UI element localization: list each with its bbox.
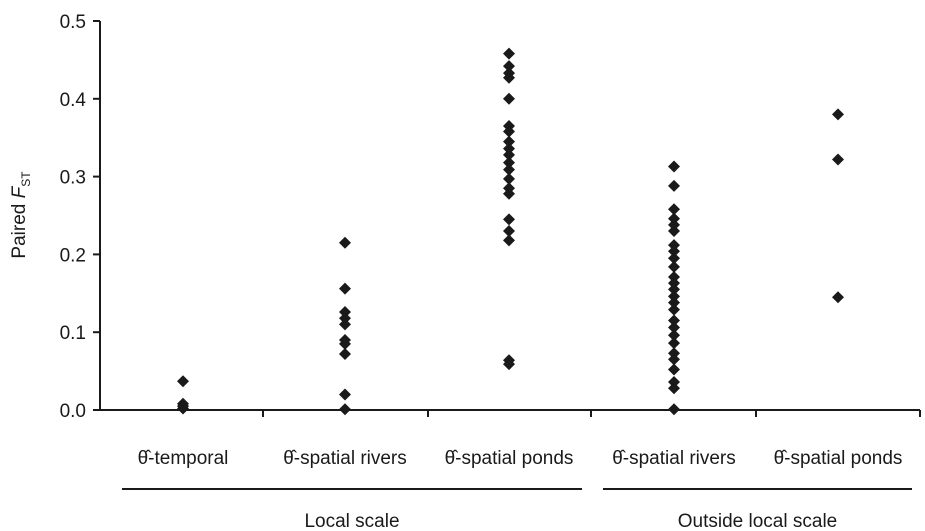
data-point-cat3-15 — [668, 303, 680, 316]
data-point-cat3-0 — [668, 160, 680, 173]
y-tick-label-1: 0.1 — [60, 323, 86, 344]
data-point-cat3-4 — [668, 218, 680, 231]
data-point-cat3-8 — [668, 252, 680, 265]
data-point-cat3-13 — [668, 290, 680, 303]
y-axis-label-subscript: ST — [19, 171, 33, 187]
data-point-cat3-20 — [668, 347, 680, 360]
data-point-cat1-7 — [339, 347, 351, 360]
x-category-label-1: θ̂-spatial rivers — [283, 448, 407, 469]
y-tick-label-5: 0.5 — [60, 12, 86, 33]
y-tick-label-0: 0.0 — [60, 401, 86, 422]
data-point-cat3-6 — [668, 239, 680, 252]
data-point-cat1-0 — [339, 236, 351, 249]
data-point-cat2-17 — [503, 234, 515, 247]
data-point-cat4-1 — [832, 153, 844, 166]
data-point-cat2-7 — [503, 135, 515, 148]
data-point-cat4-0 — [832, 108, 844, 121]
data-point-cat3-23 — [668, 375, 680, 388]
data-point-cat1-6 — [339, 337, 351, 350]
x-category-label-3: θ̂-spatial rivers — [612, 448, 736, 469]
data-point-cat3-22 — [668, 363, 680, 376]
data-point-cat0-3 — [177, 402, 189, 415]
data-point-cat2-6 — [503, 125, 515, 138]
data-point-cat3-14 — [668, 296, 680, 309]
y-axis-label-symbol: F — [9, 185, 30, 198]
data-point-cat3-5 — [668, 225, 680, 238]
group-brackets: Local scale Outside local scale — [122, 488, 912, 531]
data-point-cat2-10 — [503, 156, 515, 169]
x-category-label-0: θ̂-temporal — [138, 448, 229, 469]
group-label-1: Outside local scale — [678, 511, 837, 531]
data-point-cat2-8 — [503, 142, 515, 155]
data-point-cat2-3 — [503, 71, 515, 84]
y-axis-label: Paired FST — [9, 171, 33, 259]
y-tick-label-4: 0.4 — [60, 90, 87, 111]
axes — [99, 21, 921, 417]
data-point-cat1-3 — [339, 312, 351, 325]
data-point-cat2-4 — [503, 92, 515, 105]
data-point-cat0-0 — [177, 375, 189, 388]
data-point-cat2-14 — [503, 187, 515, 200]
data-point-cat2-11 — [503, 163, 515, 176]
data-point-cat1-2 — [339, 305, 351, 318]
data-point-cat2-16 — [503, 225, 515, 238]
data-point-cat2-9 — [503, 148, 515, 161]
x-category-label-4: θ̂-spatial ponds — [774, 448, 903, 469]
data-point-cat1-4 — [339, 318, 351, 331]
data-point-cat3-12 — [668, 283, 680, 296]
data-point-cat3-19 — [668, 337, 680, 350]
data-point-cat2-1 — [503, 60, 515, 73]
data-point-cat3-17 — [668, 321, 680, 334]
data-point-cat3-25 — [668, 403, 680, 416]
data-point-cat3-7 — [668, 245, 680, 258]
data-point-cat3-16 — [668, 314, 680, 327]
x-category-label-2: θ̂-spatial ponds — [445, 448, 574, 469]
data-point-cat3-1 — [668, 179, 680, 192]
data-point-cat2-15 — [503, 213, 515, 226]
data-point-cat3-18 — [668, 329, 680, 342]
data-point-cat4-2 — [832, 291, 844, 304]
data-point-cat2-0 — [503, 47, 515, 60]
data-point-cat1-9 — [339, 403, 351, 416]
x-category-labels: θ̂-temporal θ̂-spatial rivers θ̂-spatial p… — [138, 448, 903, 469]
data-point-cat3-24 — [668, 382, 680, 395]
data-point-cat2-12 — [503, 172, 515, 185]
data-point-cat2-19 — [503, 358, 515, 371]
data-point-cat3-21 — [668, 353, 680, 366]
data-point-cat1-1 — [339, 282, 351, 295]
data-point-cat1-8 — [339, 388, 351, 401]
data-points — [177, 47, 844, 416]
data-point-cat3-10 — [668, 270, 680, 283]
data-point-cat3-2 — [668, 203, 680, 216]
data-point-cat3-9 — [668, 260, 680, 273]
y-tick-label-2: 0.2 — [60, 245, 86, 266]
data-point-cat3-3 — [668, 212, 680, 225]
y-ticks: 0.0 0.1 0.2 0.3 0.4 0.5 — [60, 12, 100, 422]
y-axis-label-prefix: Paired — [9, 198, 30, 258]
data-point-cat3-11 — [668, 277, 680, 290]
y-tick-label-3: 0.3 — [60, 168, 86, 189]
group-label-0: Local scale — [304, 511, 399, 531]
